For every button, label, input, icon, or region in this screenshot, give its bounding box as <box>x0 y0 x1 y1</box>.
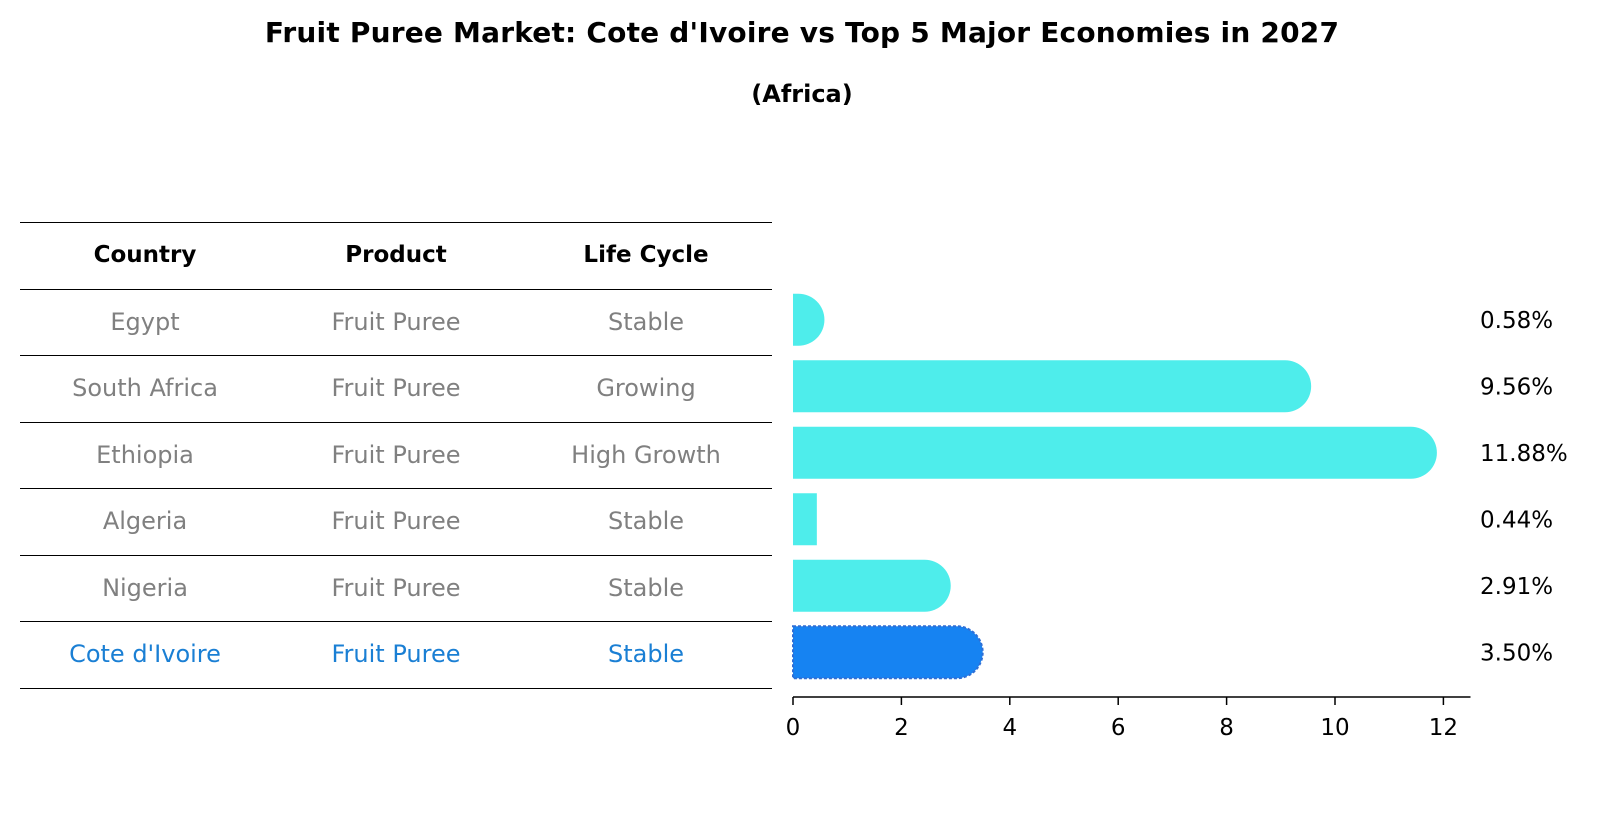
chart-subtitle: (Africa) <box>751 80 853 108</box>
header-product: Product <box>345 242 447 269</box>
cell-life-cycle: Stable <box>607 507 685 536</box>
cell-life-cycle: Stable <box>607 573 685 602</box>
table-rule-2 <box>20 354 772 356</box>
cell-country: Nigeria <box>102 573 188 602</box>
cell-life-cycle: Stable <box>607 640 685 669</box>
table-rule-0 <box>20 221 772 223</box>
table-rule-1 <box>20 288 772 290</box>
bar-algeria <box>793 493 817 546</box>
cell-life-cycle: High Growth <box>571 440 721 469</box>
value-label: 0.58% <box>1480 308 1553 334</box>
x-tick-label: 10 <box>1320 715 1349 741</box>
table-rule-5 <box>20 554 772 556</box>
chart-title: Fruit Puree Market: Cote d'Ivoire vs Top… <box>264 16 1340 49</box>
value-label: 3.50% <box>1480 640 1553 666</box>
cell-country: South Africa <box>72 374 218 403</box>
cell-country: Cote d'Ivoire <box>69 640 221 669</box>
cell-product: Fruit Puree <box>331 640 461 669</box>
header-life-cycle: Life Cycle <box>583 242 709 269</box>
bar-ethiopia <box>793 426 1437 479</box>
x-tick-label: 8 <box>1219 715 1234 741</box>
cell-product: Fruit Puree <box>331 507 461 536</box>
cell-product: Fruit Puree <box>331 307 461 336</box>
cell-product: Fruit Puree <box>331 374 461 403</box>
cell-life-cycle: Stable <box>607 307 685 336</box>
header-country: Country <box>93 242 197 269</box>
bar-egypt <box>793 293 825 346</box>
cell-country: Egypt <box>110 307 180 336</box>
x-tick-label: 4 <box>1002 715 1017 741</box>
bar-nigeria <box>793 559 951 612</box>
x-tick-label: 6 <box>1111 715 1126 741</box>
cell-country: Algeria <box>102 507 188 536</box>
value-label: 9.56% <box>1480 374 1553 400</box>
x-tick-label: 0 <box>786 715 801 741</box>
table-rule-3 <box>20 421 772 423</box>
table-rule-6 <box>20 620 772 622</box>
cell-product: Fruit Puree <box>331 440 461 469</box>
cell-life-cycle: Growing <box>596 374 696 403</box>
value-label: 11.88% <box>1480 441 1568 467</box>
cell-product: Fruit Puree <box>331 573 461 602</box>
table-rule-7 <box>20 687 772 689</box>
cell-country: Ethiopia <box>96 440 194 469</box>
table-rule-4 <box>20 487 772 489</box>
value-label: 0.44% <box>1480 507 1553 533</box>
x-tick-label: 2 <box>894 715 909 741</box>
x-tick-label: 12 <box>1429 715 1458 741</box>
bar-south-africa <box>793 360 1312 413</box>
bar-cote-d-ivoire <box>792 625 984 680</box>
value-label: 2.91% <box>1480 574 1553 600</box>
